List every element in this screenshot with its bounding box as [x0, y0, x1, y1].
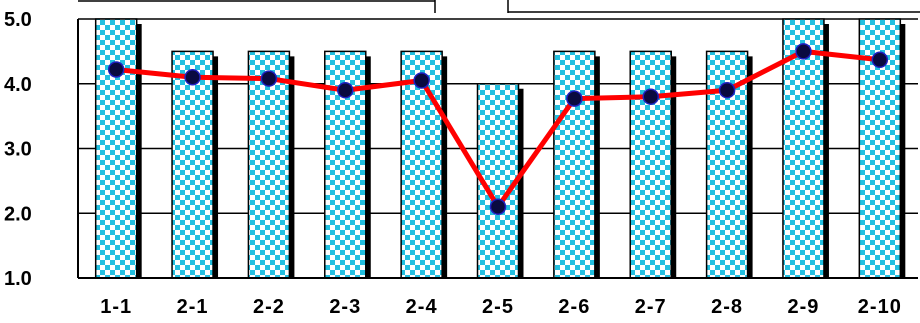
- line-point-2-10: [871, 51, 889, 69]
- x-tick-label: 2-1: [177, 296, 209, 318]
- line-point-2-6: [566, 90, 583, 107]
- x-tick-label: 2-3: [329, 296, 361, 318]
- x-tick-label: 2-5: [482, 296, 514, 318]
- bar-2-4: [400, 50, 443, 279]
- bar-2-2: [247, 50, 291, 279]
- line-point-2-5: [489, 198, 507, 216]
- y-tick-label: 4.0: [4, 74, 32, 96]
- x-tick-label: 2-10: [858, 296, 902, 318]
- x-tick-label: 2-9: [788, 296, 820, 318]
- line-point-2-8: [718, 81, 736, 99]
- line-point-2-3: [337, 81, 354, 99]
- bar-2-6: [553, 50, 596, 279]
- y-tick-label: 5.0: [4, 9, 32, 31]
- x-axis-ticks: 1-1 2-1 2-2 2-3 2-4 2-5 2-6 2-7 2-8 2-9 2-10: [100, 296, 902, 318]
- y-tick-label: 3.0: [4, 139, 32, 161]
- line-point-2-7: [642, 88, 659, 105]
- x-tick-label: 1-1: [100, 296, 132, 318]
- line-point-1-1: [107, 61, 125, 78]
- top-frame-remnants: [78, 0, 920, 13]
- x-tick-label: 2-2: [253, 296, 285, 318]
- y-tick-label: 1.0: [4, 268, 32, 290]
- line-point-2-9: [795, 43, 812, 60]
- line-point-2-4: [413, 72, 430, 89]
- line-series: [107, 43, 889, 216]
- x-tick-label: 2-7: [635, 296, 667, 318]
- bar-1-1: [94, 18, 138, 279]
- bar-2-7: [629, 50, 672, 279]
- x-tick-label: 2-4: [406, 296, 438, 318]
- line-point-2-2: [260, 70, 278, 87]
- bar-series: [94, 18, 906, 279]
- bar-2-1: [171, 50, 214, 279]
- x-tick-label: 2-6: [558, 296, 590, 318]
- y-axis-ticks: 1.0 2.0 3.0 4.0 5.0: [4, 9, 32, 290]
- y-tick-label: 2.0: [4, 203, 32, 225]
- x-tick-label: 2-8: [711, 296, 743, 318]
- line-point-2-1: [184, 69, 201, 86]
